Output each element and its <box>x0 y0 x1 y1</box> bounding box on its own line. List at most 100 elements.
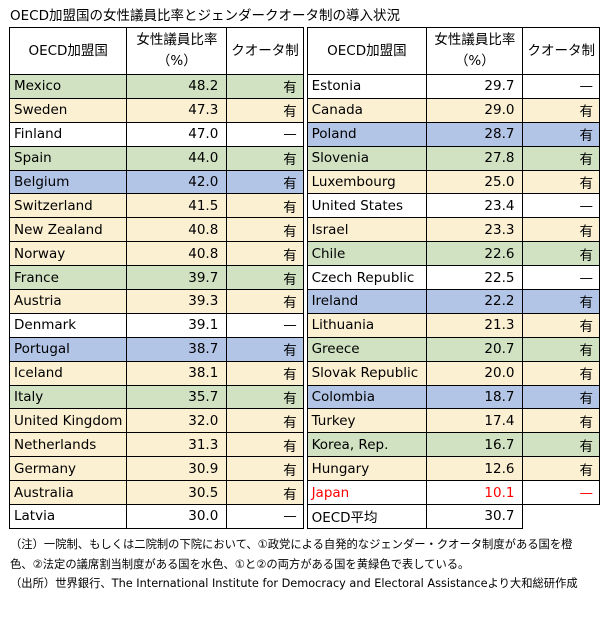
ratio-cell: 20.0 <box>426 360 524 386</box>
country-cell: Finland <box>8 121 128 147</box>
footnote-legend: （注）一院制、もしくは二院制の下院において、①政党による自発的なジェンダー・クオ… <box>10 538 573 571</box>
quota-cell: 有 <box>522 97 600 123</box>
country-cell: Germany <box>8 456 128 482</box>
ratio-cell: 29.0 <box>426 97 524 123</box>
header-quota-left: クオータ制 <box>226 27 304 75</box>
ratio-cell: 29.7 <box>426 74 524 99</box>
country-cell: United States <box>306 193 428 219</box>
quota-cell: 有 <box>226 432 304 458</box>
quota-cell: 有 <box>226 360 304 386</box>
table-row: Spain 44.0 有 Slovenia 27.8 有 <box>8 145 600 171</box>
ratio-cell: 30.0 <box>126 504 228 529</box>
country-cell: Latvia <box>8 504 128 529</box>
quota-cell: 有 <box>226 193 304 219</box>
country-cell: Slovenia <box>306 145 428 171</box>
quota-cell: 有 <box>522 456 600 482</box>
ratio-cell: 41.5 <box>126 193 228 219</box>
quota-cell: — <box>522 74 600 99</box>
quota-cell: 有 <box>226 265 304 291</box>
quota-cell: 有 <box>522 408 600 434</box>
country-cell: Hungary <box>306 456 428 482</box>
country-cell: Ireland <box>306 289 428 314</box>
table-row: United Kingdom 32.0 有 Turkey 17.4 有 <box>8 408 600 434</box>
quota-cell: 有 <box>226 456 304 482</box>
quota-cell: 有 <box>522 360 600 386</box>
table-row: Denmark 39.1— Lithuania 21.3 有 <box>8 312 600 338</box>
quota-cell: 有 <box>522 145 600 171</box>
country-cell: France <box>8 265 128 291</box>
ratio-cell: 39.7 <box>126 265 228 291</box>
quota-cell: 有 <box>226 480 304 506</box>
quota-cell: 有 <box>522 336 600 362</box>
country-cell: Belgium <box>8 169 128 195</box>
table-row: Belgium 42.0 有 Luxembourg 25.0 有 <box>8 169 600 195</box>
ratio-cell: 10.1 <box>426 480 524 506</box>
header-ratio-right: 女性議員比率 （%） <box>426 27 524 75</box>
quota-cell: — <box>226 504 304 529</box>
ratio-cell: 40.8 <box>126 217 228 243</box>
ratio-cell: 48.2 <box>126 74 228 99</box>
table-row: Mexico 48.2 有 Estonia 29.7— <box>8 74 600 99</box>
ratio-cell: 17.4 <box>426 408 524 434</box>
country-cell: Slovak Republic <box>306 360 428 386</box>
country-cell: Canada <box>306 97 428 123</box>
ratio-cell: 44.0 <box>126 145 228 171</box>
ratio-cell: 30.5 <box>126 480 228 506</box>
country-cell: Italy <box>8 384 128 410</box>
quota-cell: 有 <box>226 241 304 267</box>
ratio-cell: 23.3 <box>426 217 524 243</box>
country-cell: OECD平均 <box>306 504 428 529</box>
table-row: France 39.7 有 Czech Republic 22.5— <box>8 265 600 291</box>
country-cell: New Zealand <box>8 217 128 243</box>
table-row: Iceland 38.1 有 Slovak Republic 20.0 有 <box>8 360 600 386</box>
quota-cell: 有 <box>522 169 600 195</box>
table-row: Australia 30.5 有 Japan 10.1— <box>8 480 600 506</box>
quota-cell: 有 <box>522 121 600 147</box>
ratio-cell: 32.0 <box>126 408 228 434</box>
quota-cell: 有 <box>522 432 600 458</box>
country-cell: Czech Republic <box>306 265 428 291</box>
ratio-cell: 47.3 <box>126 97 228 123</box>
table-row: Italy 35.7 有 Colombia 18.7 有 <box>8 384 600 410</box>
quota-cell: — <box>226 121 304 147</box>
ratio-cell: 40.8 <box>126 241 228 267</box>
country-cell: Switzerland <box>8 193 128 219</box>
table-row: Latvia 30.0— OECD平均 30.7 <box>8 504 600 529</box>
country-cell: Chile <box>306 241 428 267</box>
ratio-cell: 39.1 <box>126 312 228 338</box>
quota-cell <box>522 504 600 529</box>
ratio-cell: 21.3 <box>426 312 524 338</box>
country-cell: Israel <box>306 217 428 243</box>
header-quota-right: クオータ制 <box>522 27 600 75</box>
ratio-cell: 25.0 <box>426 169 524 195</box>
country-cell: Poland <box>306 121 428 147</box>
country-cell: United Kingdom <box>8 408 128 434</box>
ratio-cell: 22.5 <box>426 265 524 291</box>
quota-cell: 有 <box>226 145 304 171</box>
country-cell: Spain <box>8 145 128 171</box>
ratio-cell: 18.7 <box>426 384 524 410</box>
ratio-cell: 30.7 <box>426 504 524 529</box>
ratio-cell: 28.7 <box>426 121 524 147</box>
header-country-right: OECD加盟国 <box>306 27 428 75</box>
quota-cell: 有 <box>522 289 600 314</box>
ratio-cell: 31.3 <box>126 432 228 458</box>
ratio-cell: 30.9 <box>126 456 228 482</box>
table-row: Sweden 47.3 有 Canada 29.0 有 <box>8 97 600 123</box>
country-cell: Greece <box>306 336 428 362</box>
quota-cell: 有 <box>522 217 600 243</box>
table-row: Switzerland 41.5 有 United States 23.4— <box>8 193 600 219</box>
quota-cell: — <box>522 193 600 219</box>
quota-cell: 有 <box>522 312 600 338</box>
quota-cell: 有 <box>226 217 304 243</box>
country-cell: Estonia <box>306 74 428 99</box>
quota-cell: — <box>226 312 304 338</box>
table-row: Norway 40.8 有 Chile 22.6 有 <box>8 241 600 267</box>
country-cell: Denmark <box>8 312 128 338</box>
ratio-cell: 38.1 <box>126 360 228 386</box>
header-ratio-left: 女性議員比率 （%） <box>126 27 228 75</box>
oecd-quota-table: OECD加盟国 女性議員比率 （%） クオータ制 OECD加盟国 女性議員比率 … <box>8 27 600 529</box>
country-cell: Colombia <box>306 384 428 410</box>
country-cell: Sweden <box>8 97 128 123</box>
table-row: Austria 39.3 有 Ireland 22.2 有 <box>8 289 600 314</box>
